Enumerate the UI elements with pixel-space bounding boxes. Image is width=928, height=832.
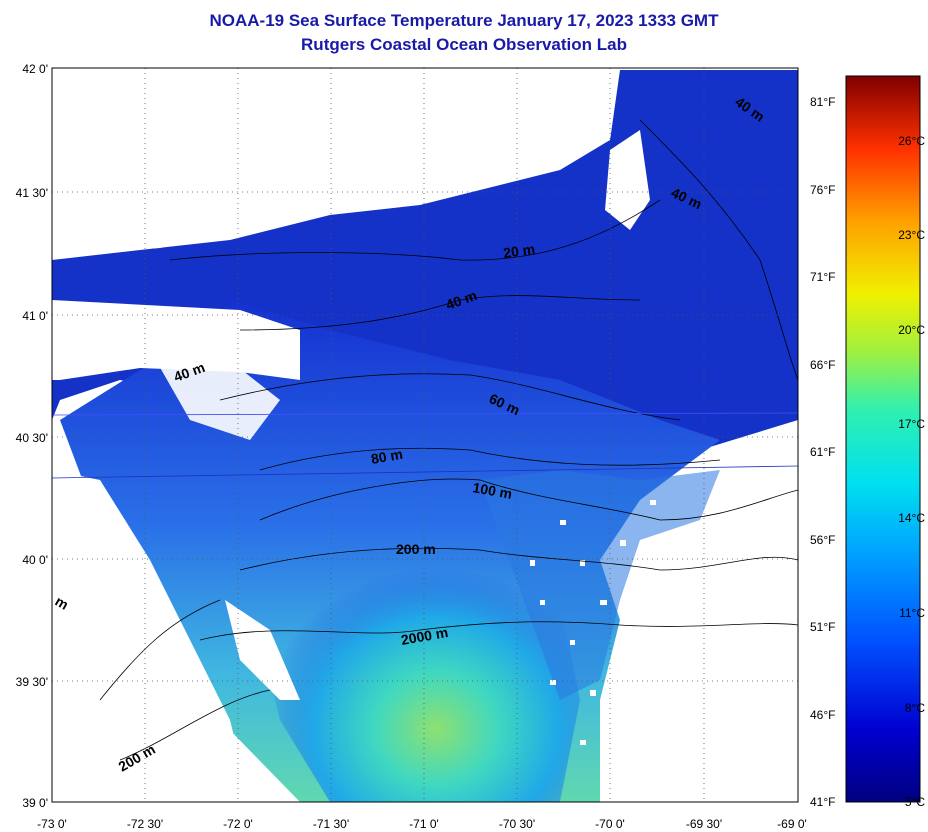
lon-label: -70 30' (499, 817, 535, 831)
c-label: 11°C (899, 606, 925, 620)
lat-label: 39 0' (22, 796, 48, 810)
f-label: 76°F (810, 183, 835, 197)
contour-label: 200 m (396, 541, 436, 557)
celsius-labels: 26°C 23°C 20°C 17°C 14°C 11°C 8°C 5°C (898, 134, 925, 809)
latitude-labels: 42 0' 41 30' 41 0' 40 30' 40 0' 39 30' 3… (16, 62, 48, 810)
lon-label: -69 0' (777, 817, 807, 831)
c-label: 20°C (898, 323, 925, 337)
lon-label: -72 30' (127, 817, 163, 831)
lat-label: 39 30' (16, 675, 48, 689)
f-label: 81°F (810, 95, 835, 109)
lat-label: 41 0' (22, 309, 48, 323)
lat-label: 40 30' (16, 431, 48, 445)
fahrenheit-labels: 81°F 76°F 71°F 66°F 61°F 56°F 51°F 46°F … (810, 95, 835, 809)
map-frame (51, 67, 799, 803)
cloud-patch (150, 345, 280, 440)
temperature-colorbar (845, 75, 921, 803)
c-label: 14°C (898, 511, 925, 525)
contour-label: 20 m (502, 241, 536, 261)
f-label: 41°F (810, 795, 835, 809)
slope-water (260, 510, 580, 802)
c-label: 17°C (898, 417, 925, 431)
cloud-speckle (530, 440, 746, 745)
cloud-edge (480, 470, 720, 700)
lon-label: -70 0' (595, 817, 625, 831)
lon-label: -69 30' (686, 817, 722, 831)
f-label: 66°F (810, 358, 835, 372)
lon-label: -71 30' (313, 817, 349, 831)
lon-label: -72 0' (223, 817, 253, 831)
bathymetry-contours (99, 119, 798, 761)
lon-label: -73 0' (37, 817, 67, 831)
new-jersey-land (52, 470, 250, 802)
lat-label: 41 30' (16, 186, 48, 200)
contour-label: 80 m (370, 446, 404, 467)
c-label: 23°C (898, 228, 925, 242)
f-label: 71°F (810, 270, 835, 284)
f-label: 56°F (810, 533, 835, 547)
long-island-land (52, 300, 300, 380)
c-label: 26°C (898, 134, 925, 148)
new-england-land (52, 68, 620, 255)
lat-label: 40 0' (22, 553, 48, 567)
cloud-patch-south (225, 600, 300, 700)
longitude-labels: -73 0' -72 30' -72 0' -71 30' -71 0' -70… (37, 817, 807, 831)
f-label: 61°F (810, 445, 835, 459)
lat-label: 42 0' (22, 62, 48, 76)
c-label: 8°C (905, 701, 925, 715)
f-label: 46°F (810, 708, 835, 722)
lon-label: -71 0' (409, 817, 439, 831)
c-label: 5°C (905, 795, 925, 809)
cape-cod-land (605, 130, 650, 230)
contour-label: 100 m (471, 479, 513, 502)
map-title: NOAA-19 Sea Surface Temperature January … (209, 11, 719, 30)
map-subtitle: Rutgers Coastal Ocean Observation Lab (301, 35, 627, 54)
f-label: 51°F (810, 620, 835, 634)
cape-cod-water (720, 70, 798, 200)
